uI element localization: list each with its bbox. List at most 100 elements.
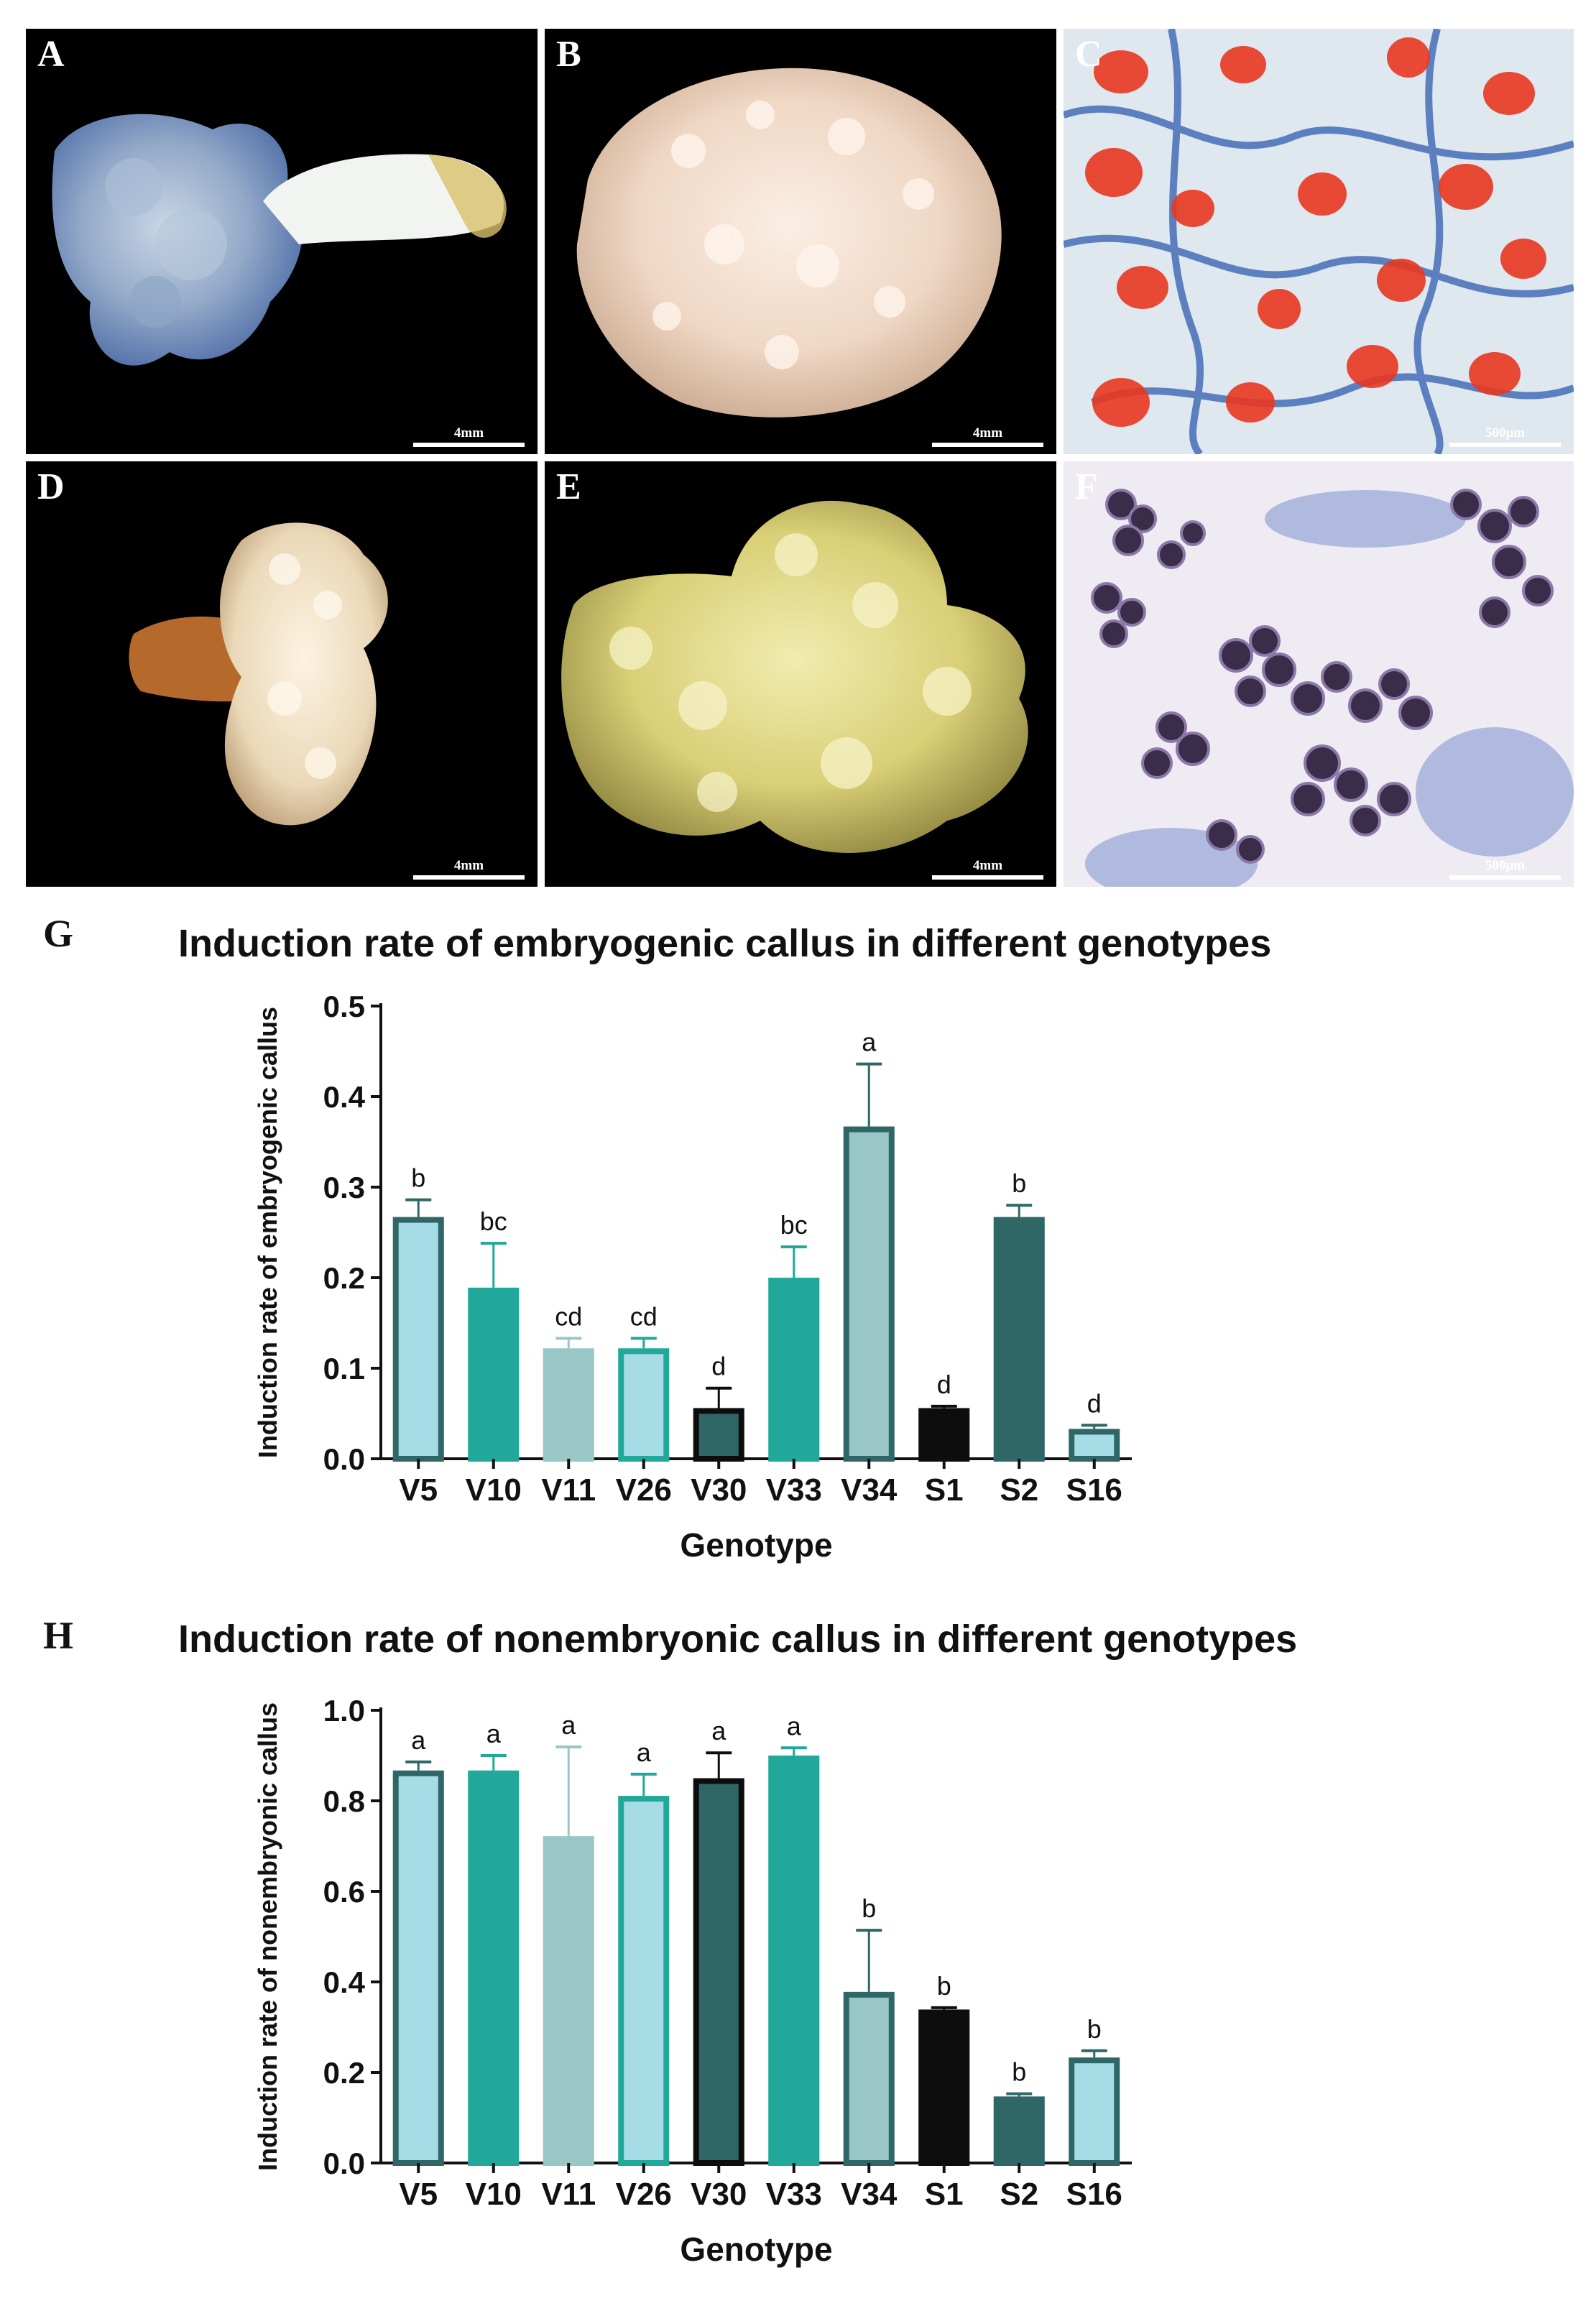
x-tick-label: V30 <box>691 1472 747 1508</box>
significance-letter: a <box>711 1716 726 1745</box>
bar-s2 <box>993 2096 1045 2167</box>
significance-letter: cd <box>555 1301 582 1331</box>
significance-letter: a <box>411 1725 426 1755</box>
callus-image-e <box>545 461 1056 887</box>
significance-letter: b <box>1087 2014 1102 2044</box>
bar-v34 <box>843 1126 895 1462</box>
significance-letter: a <box>862 1028 877 1057</box>
scale-line <box>932 875 1043 880</box>
x-tick-label: S1 <box>925 2177 964 2212</box>
bar-v11 <box>543 1348 594 1462</box>
scale-label: 4mm <box>453 858 484 873</box>
significance-letter: bc <box>480 1207 507 1236</box>
significance-letter: b <box>862 1894 876 1923</box>
bar-chart-embryogenic: 0.0 0.1 0.2 0.3 0.4 0.5 Induction rate of embr… <box>253 990 1132 1564</box>
x-axis-label: Genotype <box>680 1526 832 1564</box>
chart-title-g: Induction rate of embryogenic callus in … <box>178 922 1272 965</box>
scale-line <box>413 875 525 880</box>
y-tick-label: 0.4 <box>323 1965 366 1999</box>
bar-s2 <box>993 1217 1045 1462</box>
scale-label: 500μm <box>1485 425 1526 441</box>
bar-s1 <box>918 1408 970 1462</box>
bar-v34 <box>843 1991 895 2166</box>
scale-bar: 500μm <box>1449 858 1561 880</box>
scale-label: 4mm <box>972 425 1003 441</box>
bar-v33 <box>768 1278 820 1462</box>
significance-letter: b <box>411 1163 425 1193</box>
x-tick-label: S16 <box>1066 1472 1122 1508</box>
y-tick-label: 0.3 <box>323 1171 365 1204</box>
x-tick-label: V11 <box>541 1472 596 1508</box>
scale-bar: 4mm <box>413 858 525 880</box>
significance-letter: a <box>561 1710 576 1740</box>
bar-s16 <box>1069 2057 1120 2167</box>
x-tick-label: V33 <box>766 2177 822 2212</box>
x-tick-label: V5 <box>399 2177 438 2212</box>
chart-title-h: Induction rate of nonembryonic callus in… <box>178 1618 1298 1661</box>
scale-bar: 4mm <box>413 425 525 447</box>
scale-label: 4mm <box>453 425 484 441</box>
significance-letter: d <box>937 1370 951 1399</box>
panel-letter: A <box>37 34 65 75</box>
x-axis-label: Genotype <box>680 2231 832 2268</box>
x-tick-label: V30 <box>691 2177 747 2212</box>
y-tick-label: 0.2 <box>323 1261 365 1295</box>
callus-image-d <box>26 461 538 887</box>
bar-v5 <box>392 1217 444 1462</box>
panel-letter: D <box>37 466 65 507</box>
chart-letter-g: G <box>43 912 74 955</box>
x-tick-label: V11 <box>541 2177 596 2212</box>
photo-panel-d: D 4mm <box>26 461 538 887</box>
scale-line <box>1449 875 1561 880</box>
scale-label: 4mm <box>972 858 1003 873</box>
scale-line <box>1449 443 1561 447</box>
significance-letter: b <box>1012 2057 1026 2087</box>
panel-letter: F <box>1075 466 1098 507</box>
photo-panel-a: A 4mm <box>26 29 538 454</box>
y-tick-label: 0.4 <box>323 1080 366 1114</box>
significance-letter: a <box>637 1738 652 1767</box>
bar-v30 <box>693 1408 744 1462</box>
significance-letter: d <box>1087 1388 1102 1418</box>
x-tick-label: V10 <box>466 1472 522 1508</box>
x-tick-label: V10 <box>466 2177 522 2212</box>
stained-cells-image-c <box>1064 29 1574 454</box>
scale-bar: 4mm <box>932 858 1043 880</box>
x-tick-label: V26 <box>616 1472 672 1508</box>
y-tick-label: 0.5 <box>323 990 365 1023</box>
y-tick-label: 1.0 <box>323 1694 365 1728</box>
panel-letter: E <box>556 466 581 507</box>
x-tick-label: S1 <box>925 1472 964 1508</box>
bar-v26 <box>618 1348 670 1462</box>
bar-s16 <box>1069 1429 1120 1462</box>
panel-letter: B <box>556 34 581 75</box>
y-tick-label: 0.6 <box>323 1875 365 1909</box>
y-axis-label: Induction rate of embryogenic callus <box>253 1007 282 1458</box>
bar-v11 <box>543 1836 594 2166</box>
bar-v5 <box>392 1770 444 2167</box>
photo-panel-f: F 500μm <box>1064 461 1574 887</box>
scale-line <box>932 443 1043 447</box>
y-axis-label: Induction rate of nonembryonic callus <box>253 1702 282 2171</box>
significance-letter: b <box>937 1971 951 2001</box>
bar-v33 <box>768 1756 820 2166</box>
photo-panel-c: C 500μm <box>1064 29 1574 454</box>
x-tick-label: V5 <box>399 1472 438 1508</box>
x-tick-label: V26 <box>616 2177 672 2212</box>
callus-image-a <box>26 29 538 454</box>
x-tick-label: S2 <box>1000 2177 1038 2212</box>
significance-letter: bc <box>780 1210 808 1240</box>
x-tick-label: V33 <box>766 1472 822 1508</box>
y-tick-label: 0.0 <box>323 1442 365 1476</box>
panel-letter: C <box>1075 34 1102 75</box>
bar-v26 <box>618 1796 670 2166</box>
x-tick-label: V34 <box>841 2177 898 2212</box>
significance-letter: a <box>486 1719 502 1748</box>
significance-letter: d <box>711 1352 726 1381</box>
significance-letter: b <box>1012 1168 1026 1198</box>
scale-bar: 4mm <box>932 425 1043 447</box>
bar-chart-nonembryonic: 0.0 0.2 0.4 0.6 0.8 1.0 Induction rate of none… <box>253 1694 1132 2268</box>
y-tick-label: 0.2 <box>323 2056 365 2090</box>
bar-v10 <box>468 1770 520 2167</box>
photo-panel-b: B 4mm <box>545 29 1056 454</box>
